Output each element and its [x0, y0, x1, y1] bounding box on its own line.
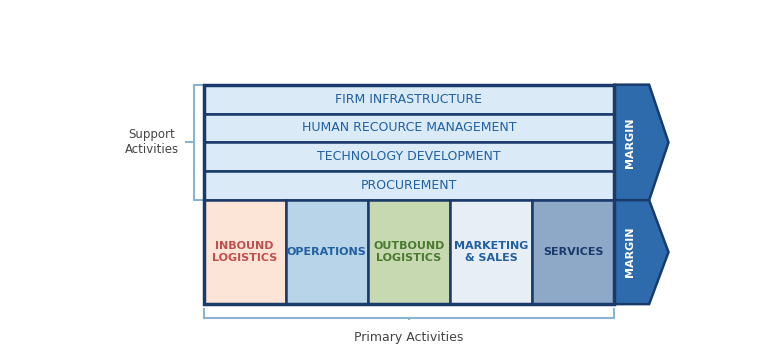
- Bar: [204, 143, 614, 171]
- Text: OPERATIONS: OPERATIONS: [287, 247, 366, 257]
- Text: MARKETING
& SALES: MARKETING & SALES: [454, 241, 528, 263]
- Bar: [204, 85, 614, 304]
- Bar: [368, 200, 450, 304]
- Text: OUTBOUND
LOGISTICS: OUTBOUND LOGISTICS: [373, 241, 445, 263]
- Text: Support
Activities: Support Activities: [125, 129, 179, 157]
- Text: FIRM INFRASTRUCTURE: FIRM INFRASTRUCTURE: [335, 93, 483, 106]
- Text: Primary Activities: Primary Activities: [354, 331, 464, 345]
- Text: HUMAN RECOURCE MANAGEMENT: HUMAN RECOURCE MANAGEMENT: [302, 121, 516, 135]
- Bar: [204, 113, 614, 143]
- Text: MARGIN: MARGIN: [625, 117, 635, 168]
- Text: SERVICES: SERVICES: [543, 247, 603, 257]
- Polygon shape: [614, 200, 669, 304]
- Polygon shape: [614, 85, 669, 200]
- Bar: [204, 200, 286, 304]
- Text: TECHNOLOGY DEVELOPMENT: TECHNOLOGY DEVELOPMENT: [317, 150, 501, 163]
- Bar: [204, 85, 614, 113]
- Bar: [286, 200, 368, 304]
- Bar: [204, 171, 614, 200]
- Text: INBOUND
LOGISTICS: INBOUND LOGISTICS: [212, 241, 277, 263]
- Bar: [532, 200, 614, 304]
- Text: MARGIN: MARGIN: [625, 227, 635, 278]
- Text: PROCUREMENT: PROCUREMENT: [361, 179, 457, 192]
- Bar: [450, 200, 532, 304]
